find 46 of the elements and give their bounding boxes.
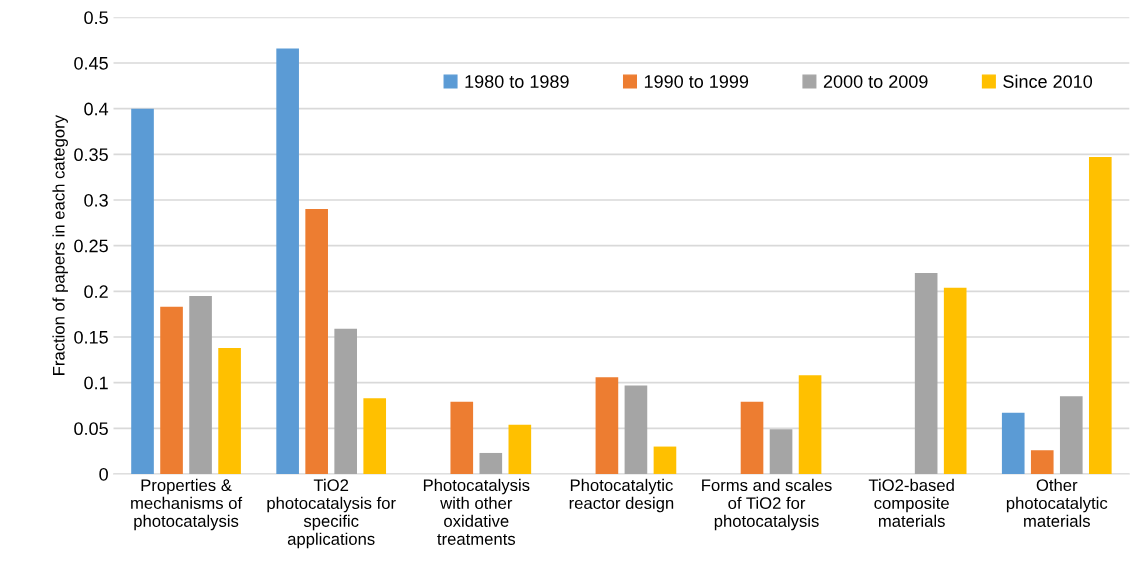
x-tick-label: TiO2-based composite materials	[868, 478, 954, 527]
bar	[1088, 157, 1112, 474]
x-tick-label: Other photocatalytic materials	[1006, 478, 1108, 527]
bar	[1059, 396, 1083, 474]
bar	[740, 401, 764, 474]
bar	[595, 377, 619, 474]
y-tick-label: 0.5	[84, 11, 108, 25]
y-tick-label: 0.15	[74, 330, 108, 344]
legend-label: Since 2010	[1003, 74, 1093, 88]
bar	[363, 398, 387, 474]
y-tick-label: 0.25	[74, 239, 108, 253]
legend-label: 2000 to 2009	[823, 75, 928, 88]
x-tick-label: Forms and scales of TiO2 for photocatalysis	[702, 478, 832, 531]
y-tick-label: 0.45	[74, 56, 108, 70]
bar	[450, 401, 474, 474]
x-tick-label: Properties & mechanisms of photocatalysis	[131, 478, 243, 531]
bar	[334, 328, 358, 474]
y-tick-label: 0	[99, 467, 108, 481]
y-axis-title: Fraction of papers in each category	[52, 115, 68, 375]
bar	[131, 108, 154, 474]
legend-label: 1990 to 1999	[644, 75, 749, 88]
legend-label: 1980 to 1989	[465, 75, 569, 88]
bar	[479, 452, 503, 474]
y-tick-label: 0.3	[84, 193, 108, 207]
x-tick-label: Photocatalysis with other oxidative treatments	[423, 478, 530, 545]
x-tick-label: TiO2 photocatalysis for specific applications	[267, 478, 396, 549]
x-tick-label: Photocatalytic reactor design	[569, 478, 674, 513]
bar	[798, 375, 822, 474]
bar	[276, 48, 299, 474]
bar	[189, 295, 212, 474]
y-tick-label: 0.4	[84, 102, 109, 116]
y-tick-label: 0.1	[84, 376, 108, 390]
bar	[305, 209, 328, 474]
bar	[943, 287, 967, 474]
bar	[914, 273, 938, 474]
y-tick-label: 0.2	[84, 285, 108, 299]
y-tick-label: 0.05	[74, 422, 108, 436]
bar	[653, 446, 677, 474]
bar	[1001, 412, 1025, 474]
bar	[218, 347, 241, 474]
bar	[508, 424, 532, 474]
y-tick-label: 0.35	[74, 148, 108, 162]
bar	[769, 429, 793, 474]
bar	[1030, 450, 1054, 474]
bar	[160, 306, 183, 474]
bar	[624, 385, 648, 474]
